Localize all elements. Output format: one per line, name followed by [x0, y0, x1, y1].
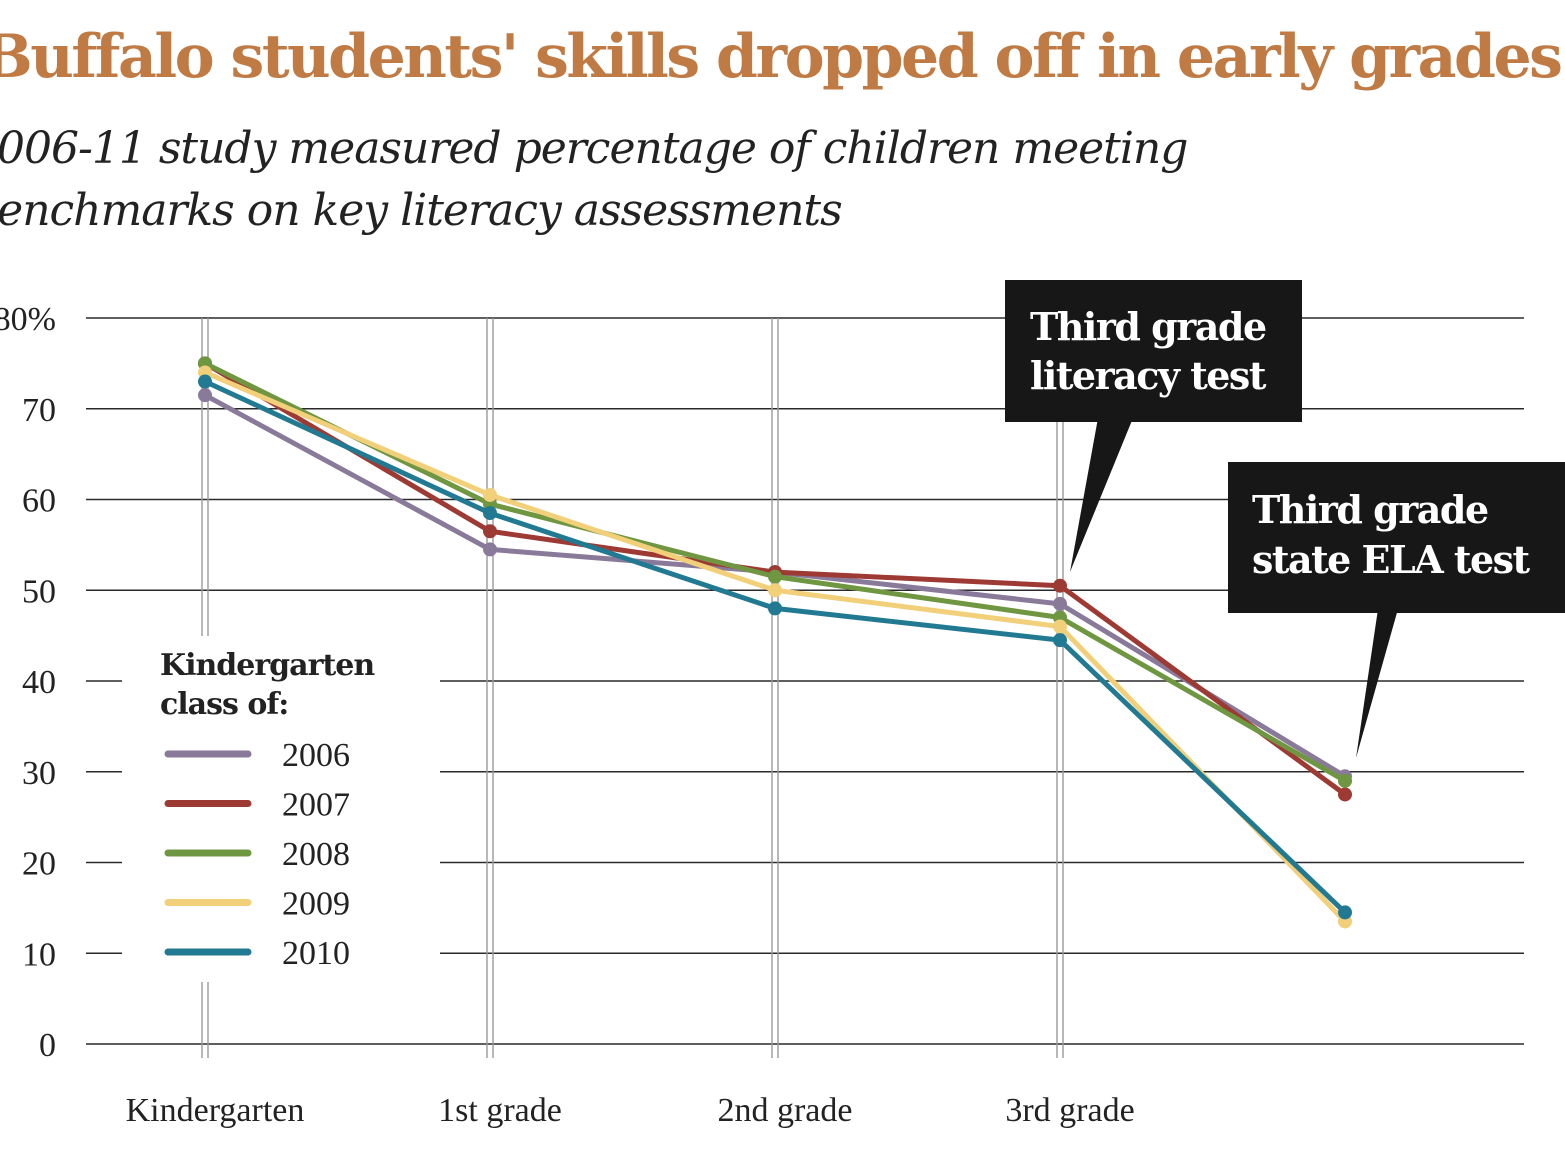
y-tick-label: 70 — [22, 392, 56, 429]
series-2006-point — [198, 388, 212, 403]
callout-literacy-test: Third grade literacy test — [1005, 280, 1302, 572]
series-2010-point — [483, 506, 497, 521]
legend-label-2008: 2008 — [282, 836, 350, 873]
callout-line-2: state ELA test — [1252, 537, 1531, 582]
legend-label-2010: 2010 — [282, 935, 350, 972]
x-tick-label: 3rd grade — [1005, 1092, 1134, 1129]
callout-line-2: literacy test — [1030, 353, 1267, 398]
subtitle-line-1: 2006-11 study measured percentage of chi… — [0, 123, 1188, 174]
series-2009-point — [483, 487, 497, 502]
series-2010-point — [768, 601, 782, 616]
series-2010-point — [198, 374, 212, 389]
legend-label-2009: 2009 — [282, 886, 350, 923]
series-2009-point — [768, 583, 782, 598]
y-tick-label: 30 — [22, 755, 56, 792]
series-2007-point — [1053, 578, 1067, 593]
x-axis-ticks: Kindergarten 1st grade 2nd grade 3rd grade — [126, 1092, 1135, 1129]
y-tick-label: 0 — [39, 1027, 56, 1064]
series-2009-point — [1053, 619, 1067, 634]
callout-box — [1005, 280, 1302, 422]
callout-pointer — [1356, 609, 1398, 758]
callout-ela-test: Third grade state ELA test — [1228, 462, 1565, 758]
legend-title-line-2: class of: — [160, 687, 288, 722]
series-2006-point — [1053, 596, 1067, 611]
callout-pointer — [1070, 418, 1133, 572]
legend-background — [122, 636, 440, 982]
legend-label-2007: 2007 — [282, 787, 350, 824]
chart-title: Buffalo students' skills dropped off in … — [0, 22, 1563, 92]
y-tick-label: 40 — [22, 664, 56, 701]
x-tick-label: 1st grade — [438, 1092, 562, 1129]
callout-line-1: Third grade — [1252, 487, 1488, 532]
y-tick-label: 60 — [22, 483, 56, 520]
chart-subtitle: 2006-11 study measured percentage of chi… — [0, 118, 1270, 242]
y-tick-label: 50 — [22, 573, 56, 610]
legend-label-2006: 2006 — [282, 737, 350, 774]
legend: Kindergarten class of: 20062007200820092… — [122, 636, 440, 982]
series-2008-point — [768, 569, 782, 584]
callout-box — [1228, 462, 1565, 613]
series-2010-point — [1338, 905, 1352, 920]
y-tick-label: 80% — [0, 301, 56, 338]
y-axis-ticks: 80% 70 60 50 40 30 20 10 0 — [0, 301, 56, 1064]
x-tick-label: 2nd grade — [717, 1092, 852, 1129]
series-2008-point — [1338, 773, 1352, 788]
callout-line-1: Third grade — [1030, 304, 1266, 349]
series-2007-point — [483, 524, 497, 539]
y-tick-label: 20 — [22, 846, 56, 883]
series-2007-point — [1338, 787, 1352, 802]
series-2006-point — [483, 542, 497, 557]
y-tick-label: 10 — [22, 936, 56, 973]
x-tick-label: Kindergarten — [126, 1092, 305, 1129]
series-lines — [198, 356, 1352, 929]
subtitle-line-2: benchmarks on key literacy assessments — [0, 185, 843, 236]
legend-title-line-1: Kindergarten — [160, 648, 375, 683]
series-2010-point — [1053, 633, 1067, 648]
legend-items: 2006 2007 2008 2009 2010 — [164, 737, 350, 972]
